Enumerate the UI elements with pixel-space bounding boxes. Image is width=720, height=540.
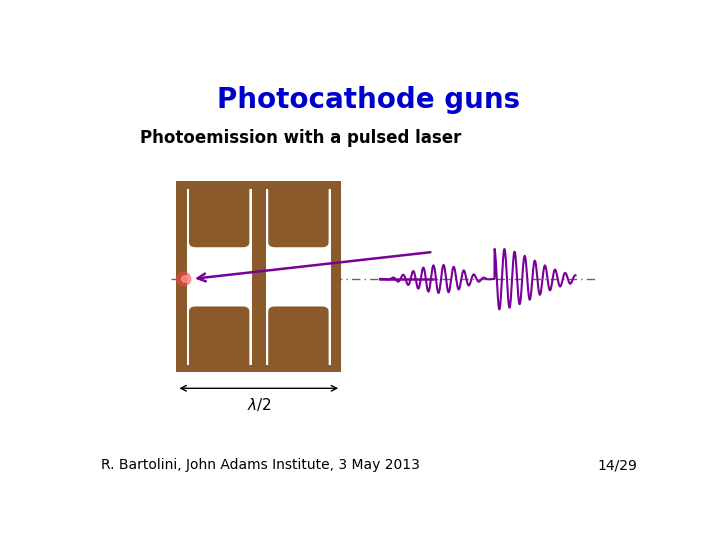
FancyBboxPatch shape bbox=[189, 184, 249, 247]
Ellipse shape bbox=[181, 275, 188, 282]
Text: Photoemission with a pulsed laser: Photoemission with a pulsed laser bbox=[140, 129, 462, 147]
FancyBboxPatch shape bbox=[269, 184, 328, 247]
Text: Photocathode guns: Photocathode guns bbox=[217, 85, 521, 113]
Text: $\lambda/2$: $\lambda/2$ bbox=[246, 396, 271, 413]
Bar bbox=[176, 181, 341, 373]
FancyBboxPatch shape bbox=[269, 307, 328, 370]
Text: R. Bartolini, John Adams Institute, 3 May 2013: R. Bartolini, John Adams Institute, 3 Ma… bbox=[101, 458, 420, 472]
FancyBboxPatch shape bbox=[189, 307, 249, 370]
Bar bbox=[266, 188, 331, 365]
Bar bbox=[186, 188, 252, 365]
Text: 14/29: 14/29 bbox=[597, 458, 637, 472]
Ellipse shape bbox=[177, 272, 191, 286]
